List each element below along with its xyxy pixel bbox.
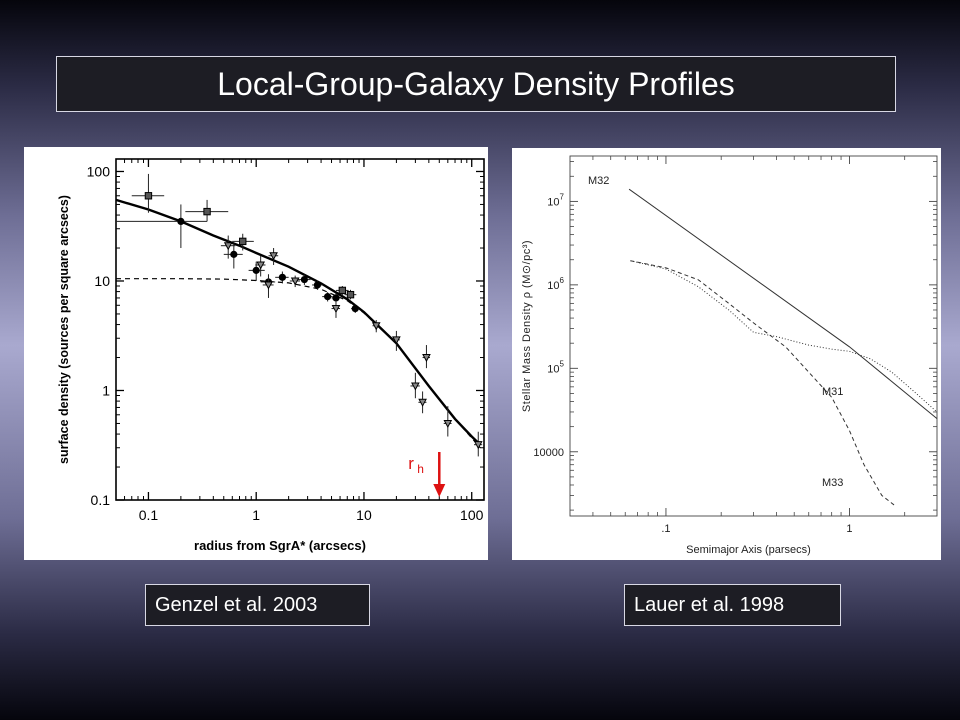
x-tick-label: 10 <box>356 507 372 523</box>
data-point-circle <box>252 266 260 274</box>
data-point-triangle <box>264 281 273 290</box>
rh-label-h: h <box>417 462 424 476</box>
plot-frame <box>115 158 485 501</box>
x-tick-label: .1 <box>661 523 670 535</box>
data-point-square <box>346 290 355 299</box>
y-tick-label: 106 <box>547 276 564 292</box>
rh-arrow-head <box>433 484 446 497</box>
data-point-triangle <box>473 441 483 450</box>
y-tick-label: 105 <box>547 359 564 375</box>
x-tick-label: 100 <box>460 507 484 523</box>
data-point-triangle <box>223 242 233 251</box>
data-point-triangle <box>371 322 381 331</box>
plot-frame <box>569 155 938 517</box>
y-tick-label: 10 <box>94 273 110 289</box>
chart-genzel-density: 0.1 1 10 100 0.1 1 10 100 radius from SgrA* (arc… <box>57 158 485 553</box>
model-curve-solid <box>115 198 482 446</box>
data-point-circle <box>351 304 359 313</box>
y-tick-label: 0.1 <box>91 492 111 508</box>
x-axis-label: radius from SgrA* (arcsecs) <box>194 538 366 553</box>
model-curve-dashed <box>116 278 481 449</box>
slide-title: Local-Group-Galaxy Density Profiles <box>217 65 735 102</box>
series-line-m32 <box>628 188 938 419</box>
data-point-triangle <box>256 261 265 270</box>
caption-lauer: Lauer et al. 1998 <box>624 584 841 626</box>
data-point-triangle <box>422 354 431 363</box>
data-point-triangle <box>443 419 453 429</box>
series-label-m33: M33 <box>822 477 843 489</box>
x-tick-label: 1 <box>252 507 260 523</box>
y-tick-label: 107 <box>547 192 564 208</box>
chart-panel-lauer: .1 1 10000 105 106 107 Semimajor Axis (parsecs… <box>512 148 941 560</box>
y-axis-label: surface density (sources per square arcs… <box>57 195 71 464</box>
data-point-square <box>203 207 211 216</box>
data-point-triangle <box>290 277 300 286</box>
y-tick-label: 10000 <box>533 447 564 459</box>
data-point-triangle <box>411 382 420 391</box>
series-line-m31 <box>630 260 938 413</box>
chart-lauer-density: .1 1 10000 105 106 107 Semimajor Axis (parsecs… <box>521 155 938 556</box>
series-label-m31: M31 <box>822 386 843 398</box>
series-label-m32: M32 <box>588 175 609 187</box>
x-axis-label: Semimajor Axis (parsecs) <box>686 544 811 556</box>
data-point-triangle <box>331 305 341 314</box>
data-point-circle <box>278 273 286 281</box>
caption-genzel: Genzel et al. 2003 <box>145 584 370 626</box>
data-point-triangle <box>392 336 401 345</box>
y-tick-label: 100 <box>87 163 111 179</box>
data-point-triangle <box>418 398 427 407</box>
data-point-circle <box>300 275 308 284</box>
data-point-triangle <box>269 252 278 261</box>
rh-label-r: r <box>408 454 414 473</box>
series-line-m33 <box>630 260 897 508</box>
data-point-circle <box>313 281 322 289</box>
data-point-circle <box>332 294 340 302</box>
slide-title-box: Local-Group-Galaxy Density Profiles <box>56 56 896 112</box>
data-point-circle <box>177 217 185 226</box>
data-point-square <box>338 286 347 295</box>
data-point-circle <box>230 250 238 258</box>
data-point-square <box>239 237 247 246</box>
x-tick-label: 1 <box>846 523 852 535</box>
y-tick-label: 1 <box>102 382 110 398</box>
data-point-circle <box>324 293 332 301</box>
x-tick-label: 0.1 <box>139 507 159 523</box>
chart-panel-genzel: 0.1 1 10 100 0.1 1 10 100 radius from SgrA* (arc… <box>24 147 488 560</box>
data-point-square <box>144 192 153 200</box>
y-axis-label: Stellar Mass Density ρ (M⊙/pc³) <box>521 240 533 412</box>
